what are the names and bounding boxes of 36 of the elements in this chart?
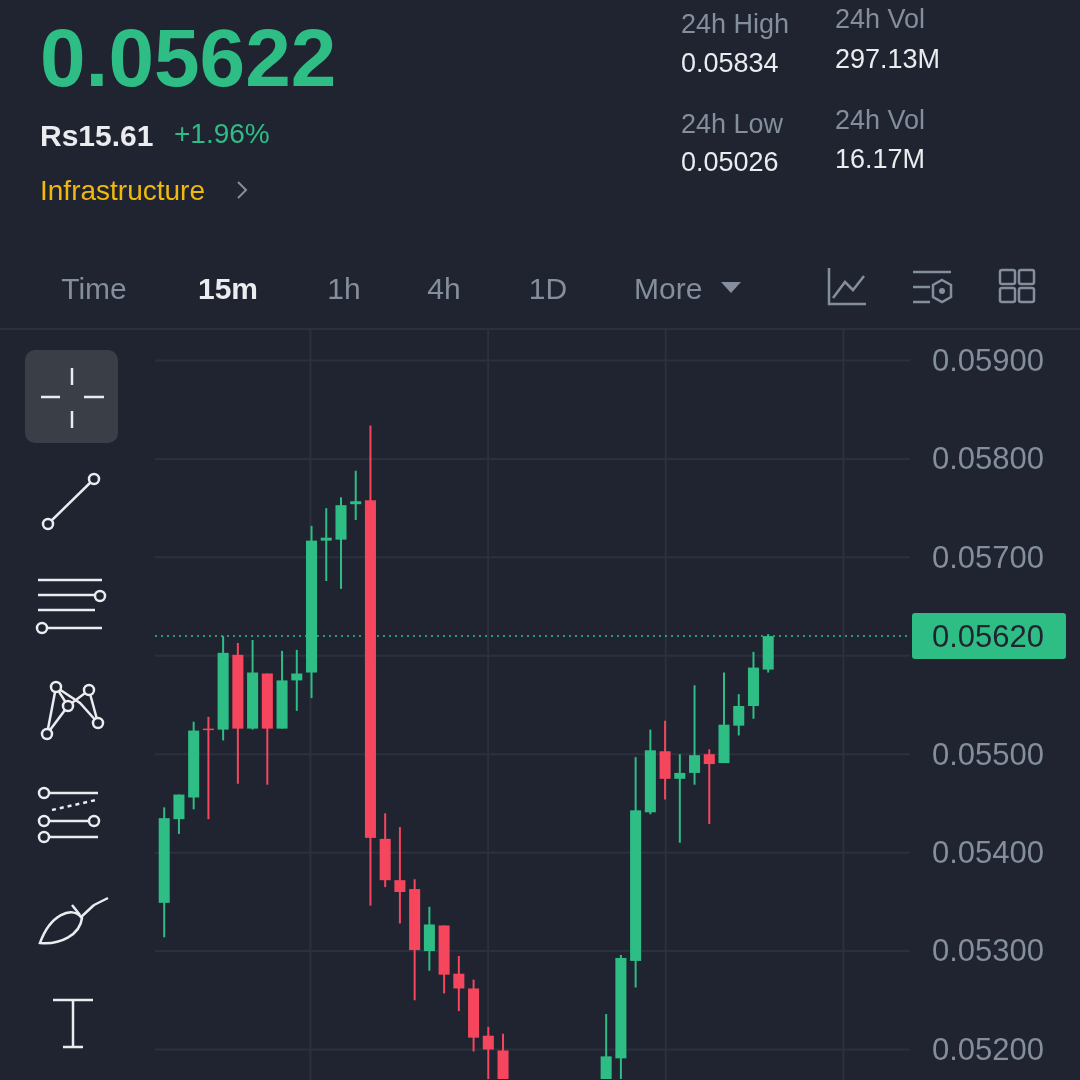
y-tick-label: 0.05700	[932, 539, 1045, 575]
text: 24h Vol	[835, 105, 926, 135]
text: 24h Low	[681, 109, 784, 139]
y-tick-label: 0.05300	[932, 933, 1045, 969]
text: 24h Vol	[835, 4, 926, 34]
text: 0.05026	[681, 147, 779, 177]
ref-line-label: 0.05620	[932, 619, 1045, 655]
candlestick	[394, 826, 406, 925]
y-tick-label: 0.05800	[932, 441, 1045, 477]
text: 297.13M	[835, 44, 941, 74]
y-tick-label: 0.05900	[932, 342, 1045, 378]
text: 16.17M	[835, 144, 926, 174]
y-tick-label: 0.05200	[932, 1031, 1045, 1067]
candlestick	[453, 954, 465, 1013]
candlestick	[600, 1013, 612, 1080]
text: 1h	[327, 272, 361, 305]
text: Infrastructure	[40, 175, 205, 206]
text: 1D	[528, 272, 568, 305]
text: Time	[61, 272, 127, 305]
y-tick-label: 0.05500	[932, 736, 1045, 772]
candlestick	[674, 753, 686, 844]
candlestick	[733, 693, 745, 737]
chart-title: 0.05622	[40, 12, 337, 103]
text: Rs15.61	[40, 119, 154, 152]
candlestick	[350, 469, 362, 521]
candlestick	[703, 748, 715, 826]
text: More	[634, 272, 703, 305]
text: 15m	[197, 272, 259, 305]
text: 4h	[427, 272, 461, 305]
y-tick-label: 0.05400	[932, 835, 1045, 871]
text: 0.05834	[681, 48, 779, 78]
text: +1.96%	[174, 118, 270, 149]
candlestick	[482, 1025, 494, 1080]
candlestick	[320, 507, 332, 582]
candlestick	[689, 684, 701, 786]
text: 24h High	[681, 9, 790, 39]
